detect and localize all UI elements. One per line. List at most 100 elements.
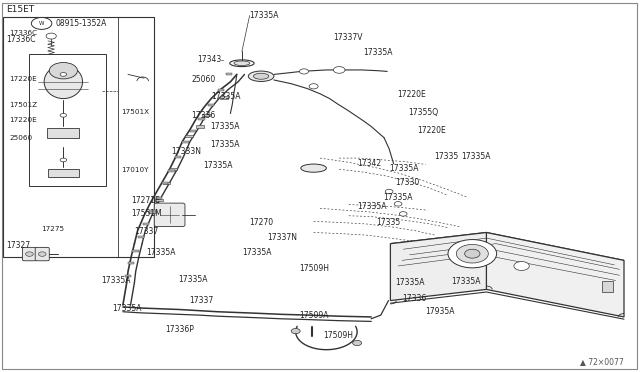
Circle shape xyxy=(385,189,393,194)
FancyBboxPatch shape xyxy=(22,247,36,261)
Circle shape xyxy=(514,262,529,270)
Text: 17335A: 17335A xyxy=(210,122,239,131)
Text: 17335A: 17335A xyxy=(396,278,425,287)
Bar xyxy=(169,168,177,170)
Bar xyxy=(198,118,205,120)
Bar xyxy=(47,128,79,138)
Bar xyxy=(156,197,162,199)
Ellipse shape xyxy=(253,73,269,79)
Text: 17335A: 17335A xyxy=(461,153,490,161)
Text: 17336: 17336 xyxy=(191,111,215,120)
Circle shape xyxy=(353,340,362,346)
Text: ▲ 72×0077: ▲ 72×0077 xyxy=(580,357,624,366)
Bar xyxy=(132,250,139,252)
Polygon shape xyxy=(486,232,624,317)
Circle shape xyxy=(309,84,318,89)
Bar xyxy=(220,96,228,99)
Text: 17330: 17330 xyxy=(396,178,420,187)
Circle shape xyxy=(38,252,46,256)
Text: 17335A: 17335A xyxy=(146,248,175,257)
Text: 17342: 17342 xyxy=(357,159,381,168)
Circle shape xyxy=(456,244,488,263)
Bar xyxy=(128,263,134,264)
Text: 17335A: 17335A xyxy=(250,11,279,20)
Bar xyxy=(148,211,156,213)
Circle shape xyxy=(49,62,77,79)
Text: 17010Y: 17010Y xyxy=(122,167,149,173)
Text: 17335A: 17335A xyxy=(364,48,393,57)
Polygon shape xyxy=(390,232,624,272)
Text: 17337N: 17337N xyxy=(268,233,298,242)
Text: 17335A: 17335A xyxy=(101,276,131,285)
Text: 25060: 25060 xyxy=(192,76,216,84)
Bar xyxy=(163,182,170,184)
Text: 17335: 17335 xyxy=(434,153,458,161)
Bar xyxy=(196,125,204,128)
Bar xyxy=(175,156,181,158)
Bar xyxy=(202,114,210,116)
Ellipse shape xyxy=(248,71,274,81)
Text: 17335: 17335 xyxy=(376,218,401,227)
Text: 17333N: 17333N xyxy=(172,147,202,155)
Bar xyxy=(602,281,613,292)
Circle shape xyxy=(394,202,402,206)
Bar xyxy=(155,199,163,201)
Text: 17551M: 17551M xyxy=(131,209,162,218)
Text: 17270: 17270 xyxy=(250,218,274,227)
Text: 17335A: 17335A xyxy=(112,304,141,312)
Text: 17220E: 17220E xyxy=(397,90,426,99)
Text: 17501Z: 17501Z xyxy=(10,102,38,108)
Circle shape xyxy=(300,69,308,74)
Circle shape xyxy=(448,240,497,268)
Bar xyxy=(226,73,232,75)
Circle shape xyxy=(465,249,480,258)
Text: E15ET: E15ET xyxy=(6,5,35,14)
Text: 17509A: 17509A xyxy=(300,311,329,320)
Ellipse shape xyxy=(230,60,254,67)
Circle shape xyxy=(31,17,52,29)
Text: 17335A: 17335A xyxy=(451,278,481,286)
Text: 17337: 17337 xyxy=(189,296,213,305)
Text: 17220E: 17220E xyxy=(10,117,37,123)
Text: 17336: 17336 xyxy=(402,294,426,303)
Ellipse shape xyxy=(301,164,326,172)
Text: 17337: 17337 xyxy=(134,227,159,236)
Text: 17355Q: 17355Q xyxy=(408,108,438,117)
Text: 17335A: 17335A xyxy=(211,92,241,101)
Text: 17336C: 17336C xyxy=(6,35,36,44)
Circle shape xyxy=(60,113,67,117)
Bar xyxy=(143,223,149,225)
Circle shape xyxy=(46,33,56,39)
Text: 17335A: 17335A xyxy=(242,248,271,257)
Text: 17501X: 17501X xyxy=(122,109,150,115)
Bar xyxy=(3,17,154,257)
Circle shape xyxy=(399,212,407,216)
Polygon shape xyxy=(390,232,486,301)
Ellipse shape xyxy=(44,65,83,99)
Text: 17336P: 17336P xyxy=(165,325,194,334)
Bar xyxy=(162,182,168,184)
Text: 17335A: 17335A xyxy=(178,275,207,284)
Bar xyxy=(185,135,193,137)
Text: 17335A: 17335A xyxy=(204,161,233,170)
Circle shape xyxy=(26,252,33,256)
Bar xyxy=(29,54,106,186)
Bar xyxy=(168,170,175,172)
Text: 17327: 17327 xyxy=(6,241,31,250)
Text: 17275: 17275 xyxy=(42,226,65,232)
Bar xyxy=(48,169,79,177)
Text: 17335A: 17335A xyxy=(357,202,387,211)
Text: 17509H: 17509H xyxy=(300,264,330,273)
Ellipse shape xyxy=(234,61,250,65)
Text: 17220E: 17220E xyxy=(10,76,37,82)
Text: W: W xyxy=(39,21,44,26)
Text: 08915-1352A: 08915-1352A xyxy=(56,19,107,28)
Bar xyxy=(182,141,189,143)
Text: 17271E: 17271E xyxy=(131,196,160,205)
Text: 25060: 25060 xyxy=(10,135,33,141)
Text: 17336C: 17336C xyxy=(10,30,38,36)
Bar xyxy=(138,237,144,238)
Circle shape xyxy=(60,73,67,76)
Bar xyxy=(125,275,131,277)
FancyBboxPatch shape xyxy=(154,203,185,227)
